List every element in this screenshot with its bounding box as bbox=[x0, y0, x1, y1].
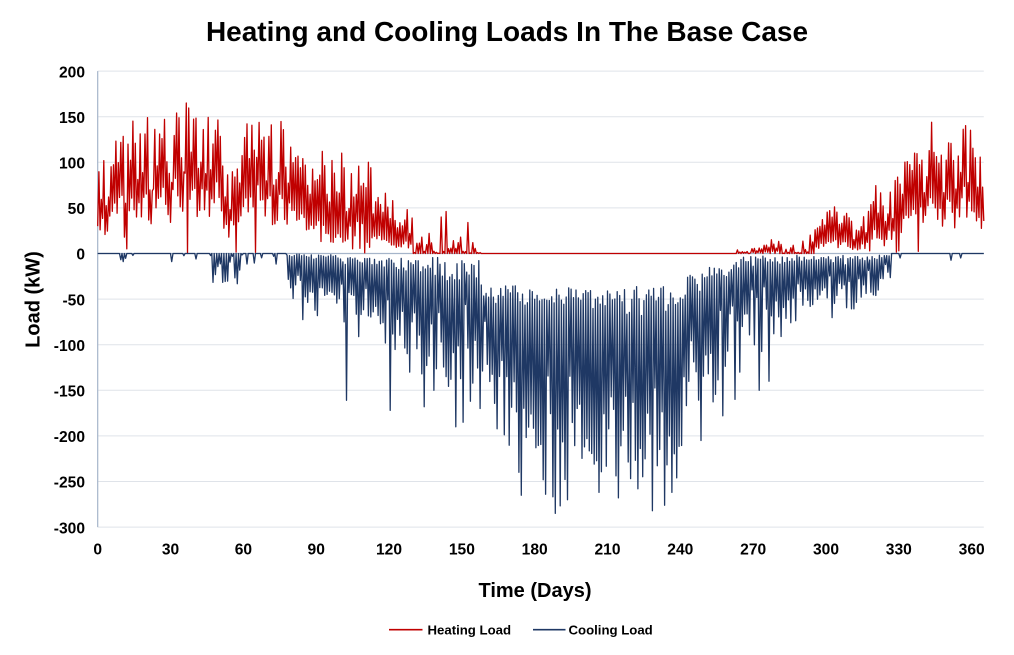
svg-text:-250: -250 bbox=[54, 475, 86, 492]
svg-text:Time (Days): Time (Days) bbox=[478, 580, 591, 602]
svg-text:120: 120 bbox=[376, 542, 402, 559]
svg-text:200: 200 bbox=[59, 64, 85, 81]
svg-text:Cooling Load: Cooling Load bbox=[569, 622, 653, 637]
svg-text:Heating and Cooling Loads In T: Heating and Cooling Loads In The Base Ca… bbox=[206, 16, 808, 47]
svg-text:-50: -50 bbox=[62, 292, 85, 309]
svg-text:50: 50 bbox=[68, 201, 86, 218]
svg-text:360: 360 bbox=[959, 542, 985, 559]
svg-text:270: 270 bbox=[740, 542, 766, 559]
svg-text:0: 0 bbox=[76, 247, 85, 264]
svg-text:210: 210 bbox=[594, 542, 620, 559]
svg-text:180: 180 bbox=[522, 542, 548, 559]
svg-text:100: 100 bbox=[59, 156, 85, 173]
svg-text:240: 240 bbox=[667, 542, 693, 559]
svg-text:60: 60 bbox=[235, 542, 253, 559]
svg-text:-150: -150 bbox=[54, 384, 86, 401]
svg-text:-200: -200 bbox=[54, 429, 86, 446]
svg-text:90: 90 bbox=[308, 542, 326, 559]
svg-text:-100: -100 bbox=[54, 338, 86, 355]
svg-text:Load (kW): Load (kW) bbox=[23, 251, 45, 348]
svg-text:Heating Load: Heating Load bbox=[428, 622, 512, 637]
svg-text:150: 150 bbox=[59, 110, 85, 127]
svg-text:30: 30 bbox=[162, 542, 180, 559]
svg-text:300: 300 bbox=[813, 542, 839, 559]
svg-text:150: 150 bbox=[449, 542, 475, 559]
svg-text:330: 330 bbox=[886, 542, 912, 559]
svg-text:0: 0 bbox=[93, 542, 102, 559]
svg-text:-300: -300 bbox=[54, 520, 86, 537]
